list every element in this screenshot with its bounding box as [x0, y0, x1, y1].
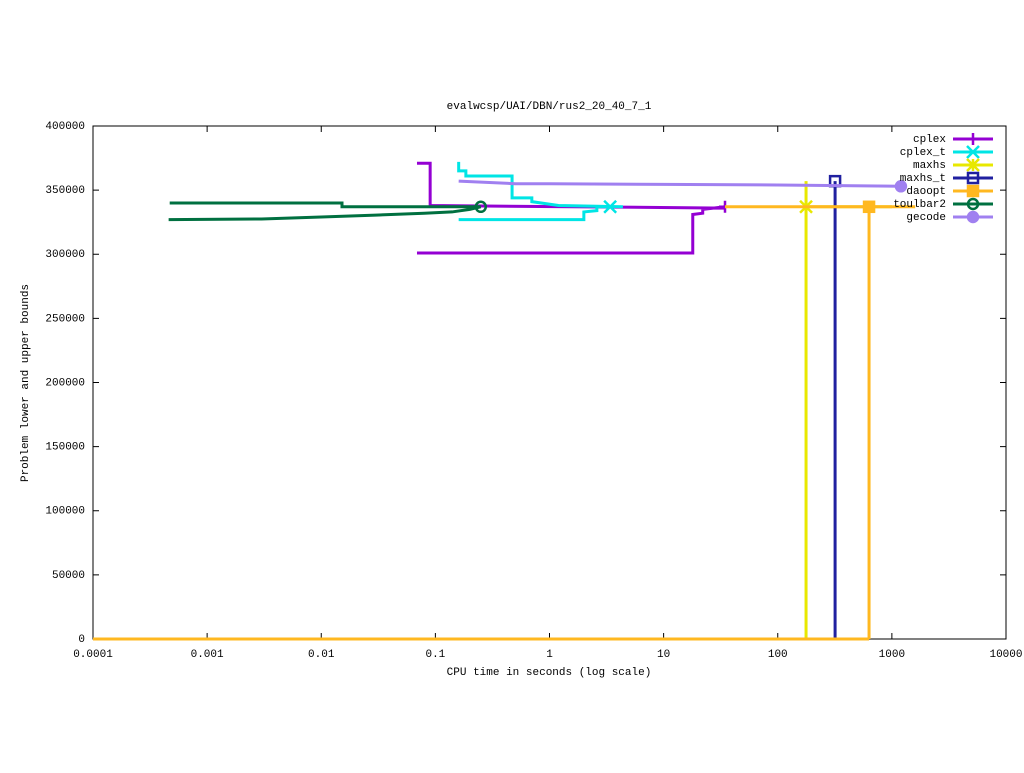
- x-tick-label: 0.01: [308, 649, 335, 661]
- legend-label: toulbar2: [893, 199, 946, 211]
- y-tick-label: 0: [78, 634, 85, 646]
- marker: [862, 200, 876, 214]
- x-tick-label: 100: [768, 649, 788, 661]
- chart-title: evalwcsp/UAI/DBN/rus2_20_40_7_1: [447, 101, 652, 113]
- legend-label: cplex_t: [900, 147, 946, 159]
- legend-marker: [966, 145, 980, 159]
- y-tick-label: 200000: [45, 377, 85, 389]
- legend-label: maxhs: [913, 160, 946, 172]
- y-tick-label: 350000: [45, 185, 85, 197]
- legend-label: cplex: [913, 134, 946, 146]
- x-tick-label: 10000: [989, 649, 1022, 661]
- legend-label: daoopt: [906, 186, 946, 198]
- y-tick-label: 400000: [45, 121, 85, 133]
- x-tick-label: 1000: [879, 649, 905, 661]
- series-line: [93, 181, 892, 641]
- legend-label: maxhs_t: [900, 173, 946, 185]
- marker: [603, 199, 618, 214]
- marker: [894, 180, 908, 193]
- series-line: [458, 179, 901, 188]
- x-tick-label: 10: [657, 649, 670, 661]
- series-line: [457, 161, 623, 222]
- y-tick-label: 100000: [45, 506, 85, 518]
- legend-marker: [966, 210, 980, 224]
- legend-marker: [967, 133, 979, 145]
- legend-marker: [966, 184, 980, 198]
- y-axis-label: Problem lower and upper bounds: [20, 284, 32, 482]
- x-axis-label: CPU time in seconds (log scale): [447, 667, 652, 679]
- legend-marker: [966, 197, 980, 211]
- x-tick-label: 1: [546, 649, 553, 661]
- x-tick-label: 0.0001: [73, 649, 113, 661]
- y-tick-label: 50000: [52, 570, 85, 582]
- x-tick-label: 0.1: [425, 649, 445, 661]
- legend-label: gecode: [906, 212, 946, 224]
- legend-marker: [966, 171, 980, 185]
- marker: [474, 200, 488, 214]
- series-line: [93, 205, 916, 641]
- x-tick-label: 0.001: [191, 649, 224, 661]
- legend-marker: [966, 158, 980, 172]
- series-line: [168, 201, 482, 222]
- y-tick-label: 250000: [45, 313, 85, 325]
- y-tick-label: 300000: [45, 249, 85, 261]
- y-tick-label: 150000: [45, 442, 85, 454]
